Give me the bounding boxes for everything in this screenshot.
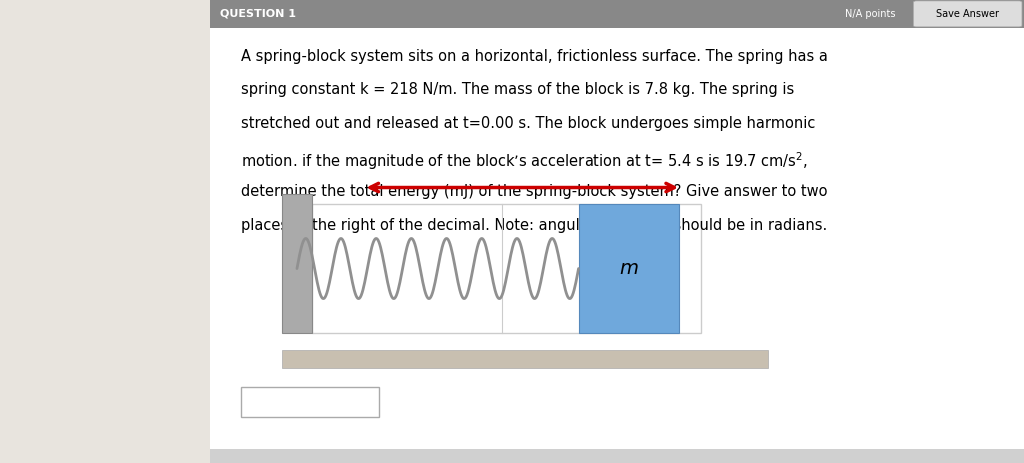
Text: determine the total energy (mJ) of the spring-block system? Give answer to two: determine the total energy (mJ) of the s… [241,184,827,199]
Bar [210,449,1024,463]
Bar [210,0,1024,463]
Text: places to the right of the decimal. Note: angular quantites should be in radians: places to the right of the decimal. Note… [241,218,827,232]
Text: motion. if the magnitude of the block’s acceleration at t= 5.4 s is 19.7 cm/s$^2: motion. if the magnitude of the block’s … [241,150,807,172]
Text: QUESTION 1: QUESTION 1 [220,9,296,19]
Text: A spring-block system sits on a horizontal, frictionless surface. The spring has: A spring-block system sits on a horizont… [241,49,827,63]
Text: stretched out and released at t=0.00 s. The block undergoes simple harmonic: stretched out and released at t=0.00 s. … [241,116,815,131]
Bar [312,204,701,333]
Text: $m$: $m$ [618,260,639,277]
Bar [241,387,379,417]
FancyBboxPatch shape [913,1,1022,27]
Text: Save Answer: Save Answer [936,9,999,19]
Bar [282,350,768,368]
Bar [282,194,312,333]
Bar [210,0,1024,28]
Bar [0,0,210,463]
Bar [579,204,679,333]
Text: N/A points: N/A points [845,9,896,19]
Text: spring constant k = 218 N/m. The mass of the block is 7.8 kg. The spring is: spring constant k = 218 N/m. The mass of… [241,82,794,97]
